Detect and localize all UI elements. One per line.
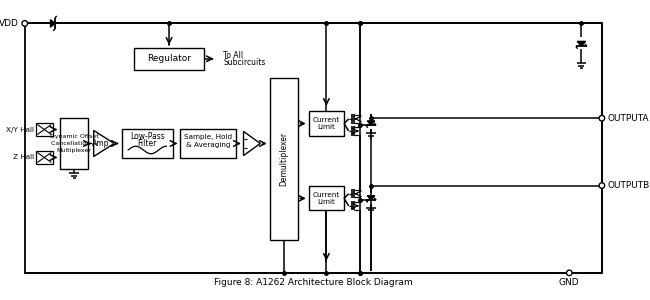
Bar (122, 129, 173, 158)
Text: Regulator: Regulator (147, 54, 191, 63)
Text: Cancellation &: Cancellation & (51, 141, 97, 146)
Polygon shape (367, 196, 375, 200)
Circle shape (599, 183, 605, 188)
Text: & Averaging: & Averaging (186, 142, 230, 148)
Bar (36, 123, 53, 136)
Bar (309, 186, 344, 211)
Text: Subcircuits: Subcircuits (223, 58, 265, 67)
Bar (36, 151, 53, 164)
Text: OUTPUTB: OUTPUTB (608, 181, 650, 190)
Polygon shape (367, 121, 375, 125)
Text: Current: Current (313, 117, 340, 123)
Text: Amp: Amp (92, 139, 110, 148)
Circle shape (22, 21, 27, 26)
Bar (60, 118, 88, 169)
Text: Limit: Limit (317, 124, 335, 130)
Bar (309, 112, 344, 136)
Polygon shape (94, 130, 114, 157)
Text: Sample, Hold: Sample, Hold (184, 134, 232, 140)
Text: Multiplexer: Multiplexer (57, 148, 92, 152)
Text: Filter: Filter (138, 139, 157, 148)
Polygon shape (577, 41, 586, 46)
Text: OUTPUTA: OUTPUTA (608, 114, 649, 123)
Text: Limit: Limit (317, 199, 335, 205)
Text: Low-Pass: Low-Pass (130, 131, 164, 140)
Bar (134, 48, 205, 70)
Polygon shape (51, 20, 55, 27)
Text: Current: Current (313, 192, 340, 198)
Text: GND: GND (559, 278, 580, 287)
Bar (25, 23, 602, 273)
Polygon shape (244, 131, 260, 156)
Text: X/Y Hall: X/Y Hall (6, 127, 34, 133)
Text: Dynamic Offset: Dynamic Offset (50, 134, 99, 140)
Circle shape (599, 116, 605, 121)
Text: VDD: VDD (0, 19, 20, 28)
Text: Demultiplexer: Demultiplexer (279, 132, 288, 186)
Circle shape (567, 270, 572, 276)
Text: Figure 8: A1262 Architecture Block Diagram: Figure 8: A1262 Architecture Block Diagr… (214, 278, 413, 287)
Text: To All: To All (223, 51, 243, 60)
Bar (180, 129, 236, 158)
Bar (270, 78, 298, 240)
Text: Z Hall: Z Hall (13, 154, 34, 160)
